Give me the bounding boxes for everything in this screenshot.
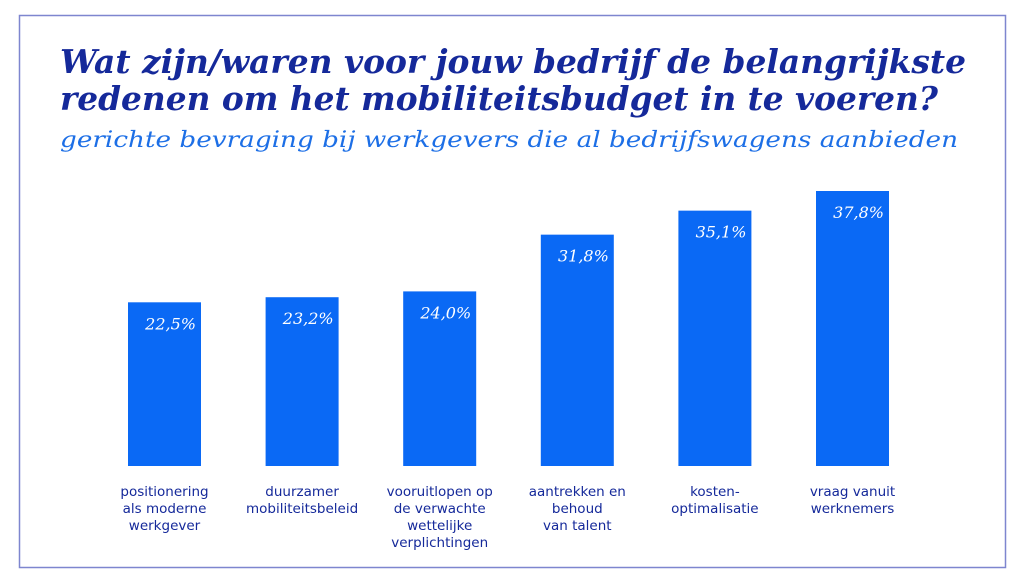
category-label: positionering (120, 484, 208, 500)
category-label: werkgever (129, 518, 201, 534)
data-label: 24,0% (419, 303, 471, 322)
category-label: duurzamer (265, 484, 339, 500)
bar (816, 191, 889, 466)
data-label: 37,8% (833, 203, 884, 222)
bar (128, 302, 201, 466)
bar (540, 234, 614, 466)
category-label: wettelijke (407, 518, 472, 534)
bar (403, 291, 477, 466)
category-label: behoud (552, 501, 603, 517)
category-label: optimalisatie (671, 501, 758, 517)
category-label: de verwachte (394, 501, 486, 517)
bar (678, 210, 752, 466)
category-label: van talent (543, 518, 612, 534)
frame-border (18, 14, 1007, 569)
bar (265, 297, 339, 466)
chart-title-line-1: Wat zijn/waren voor jouw bedrijf de bela… (60, 42, 966, 81)
chart-title-line-2: redenen om het mobiliteitsbudget in te v… (60, 79, 939, 118)
category-label: kosten- (690, 484, 740, 500)
category-label: vooruitlopen op (387, 484, 493, 500)
data-label: 22,5% (144, 314, 196, 333)
category-label: vraag vanuit (810, 484, 895, 500)
category-label: aantrekken en (529, 484, 626, 500)
chart-subtitle: gerichte bevraging bij werkgevers die al… (60, 128, 958, 153)
data-label: 23,2% (282, 309, 334, 328)
data-label: 31,8% (558, 247, 609, 266)
category-label: werknemers (811, 501, 895, 517)
category-label: als moderne (123, 501, 207, 517)
category-label: mobiliteitsbeleid (246, 501, 358, 517)
category-label: verplichtingen (391, 535, 488, 551)
data-label: 35,1% (696, 223, 747, 242)
